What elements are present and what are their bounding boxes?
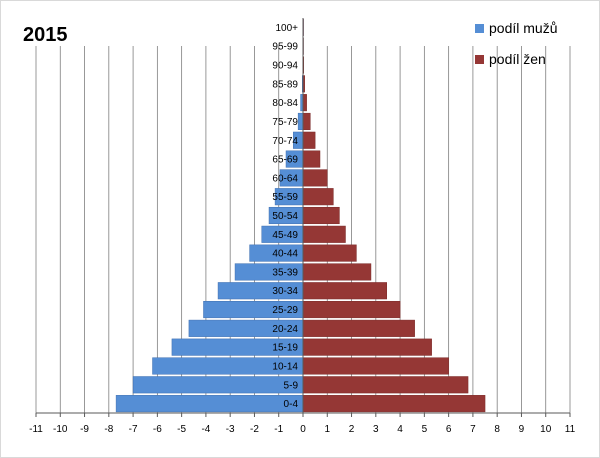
x-tick-label: -5 — [177, 424, 186, 435]
bar-female-30-34 — [302, 282, 387, 300]
bar-male-0-4 — [115, 395, 304, 413]
bar-female-65-69 — [302, 150, 321, 168]
bar-female-25-29 — [302, 301, 401, 319]
x-tick-label: 6 — [446, 424, 452, 435]
x-tick-label: 8 — [494, 424, 500, 435]
age-label: 95-99 — [272, 42, 298, 53]
age-label: 15-19 — [272, 343, 298, 354]
x-tick-label: 10 — [540, 424, 552, 435]
age-label: 75-79 — [272, 117, 298, 128]
x-tick-label: 7 — [470, 424, 476, 435]
x-tick-label: 3 — [373, 424, 379, 435]
x-tick-label: -11 — [29, 424, 43, 435]
bar-female-50-54 — [302, 206, 340, 225]
age-label: 10-14 — [272, 361, 298, 372]
legend-swatch — [475, 24, 484, 33]
age-group-labels: 0-4 5-9 10-14 15-19 20-24 25-29 30-34 35-39 40-4… — [272, 23, 298, 410]
bar-female-80-84 — [302, 94, 307, 112]
x-tick-label: 5 — [422, 424, 428, 435]
age-label: 85-89 — [272, 79, 298, 90]
x-axis: -11 -10 -9 -8 -7 -6 -5 -4 -3 -2 -1 0 1 2 3 4 5 6 7 8 9 10 11 — [29, 18, 576, 435]
x-tick-label: -4 — [201, 424, 210, 435]
age-label: 80-84 — [272, 98, 298, 109]
x-tick-label: 1 — [324, 424, 330, 435]
bar-female-75-79 — [302, 112, 311, 130]
x-tick-label: -8 — [104, 424, 113, 435]
bar-male-5-9 — [132, 376, 304, 394]
bar-male-75-79 — [297, 112, 304, 130]
x-tick-label: -2 — [250, 424, 259, 435]
age-label: 30-34 — [272, 286, 298, 297]
x-tick-label: -1 — [274, 424, 283, 435]
x-tick-label: -7 — [129, 424, 138, 435]
bar-female-60-64 — [302, 169, 328, 187]
age-label: 45-49 — [272, 230, 298, 241]
chart-title: 2015 — [23, 24, 68, 46]
bar-female-15-19 — [302, 338, 432, 356]
age-label: 65-69 — [272, 155, 298, 166]
x-tick-label: -10 — [53, 424, 68, 435]
age-label: 40-44 — [272, 249, 298, 260]
bar-female-55-59 — [302, 188, 334, 206]
age-label: 35-39 — [272, 267, 298, 278]
x-tick-label: 9 — [519, 424, 525, 435]
legend: podíl mužů podíl žen — [475, 20, 557, 67]
x-tick-label: 2 — [349, 424, 355, 435]
bar-female-20-24 — [302, 319, 415, 337]
age-label: 60-64 — [272, 173, 298, 184]
bar-female-5-9 — [302, 376, 469, 394]
legend-swatch — [475, 55, 484, 64]
bar-female-35-39 — [302, 263, 372, 281]
age-label: 0-4 — [284, 399, 299, 410]
x-tick-label: -9 — [80, 424, 89, 435]
age-label: 100+ — [275, 23, 298, 34]
x-tick-label: -6 — [153, 424, 162, 435]
bar-female-45-49 — [302, 225, 346, 243]
bar-female-10-14 — [302, 357, 449, 375]
age-label: 25-29 — [272, 305, 298, 316]
bar-female-0-4 — [302, 395, 486, 413]
legend-label: podíl mužů — [489, 20, 557, 36]
bars — [115, 18, 486, 413]
age-label: 55-59 — [272, 192, 298, 203]
x-tick-label: 0 — [300, 424, 306, 435]
age-label: 5-9 — [284, 380, 299, 391]
age-label: 20-24 — [272, 324, 298, 335]
x-tick-label: -3 — [226, 424, 235, 435]
legend-label: podíl žen — [489, 51, 546, 67]
bar-female-40-44 — [302, 244, 357, 262]
bar-female-70-74 — [302, 131, 316, 149]
age-label: 50-54 — [272, 211, 298, 222]
x-tick-label: 4 — [397, 424, 403, 435]
age-label: 90-94 — [272, 61, 298, 72]
x-tick-label: 11 — [565, 424, 576, 435]
age-label: 70-74 — [272, 136, 298, 147]
